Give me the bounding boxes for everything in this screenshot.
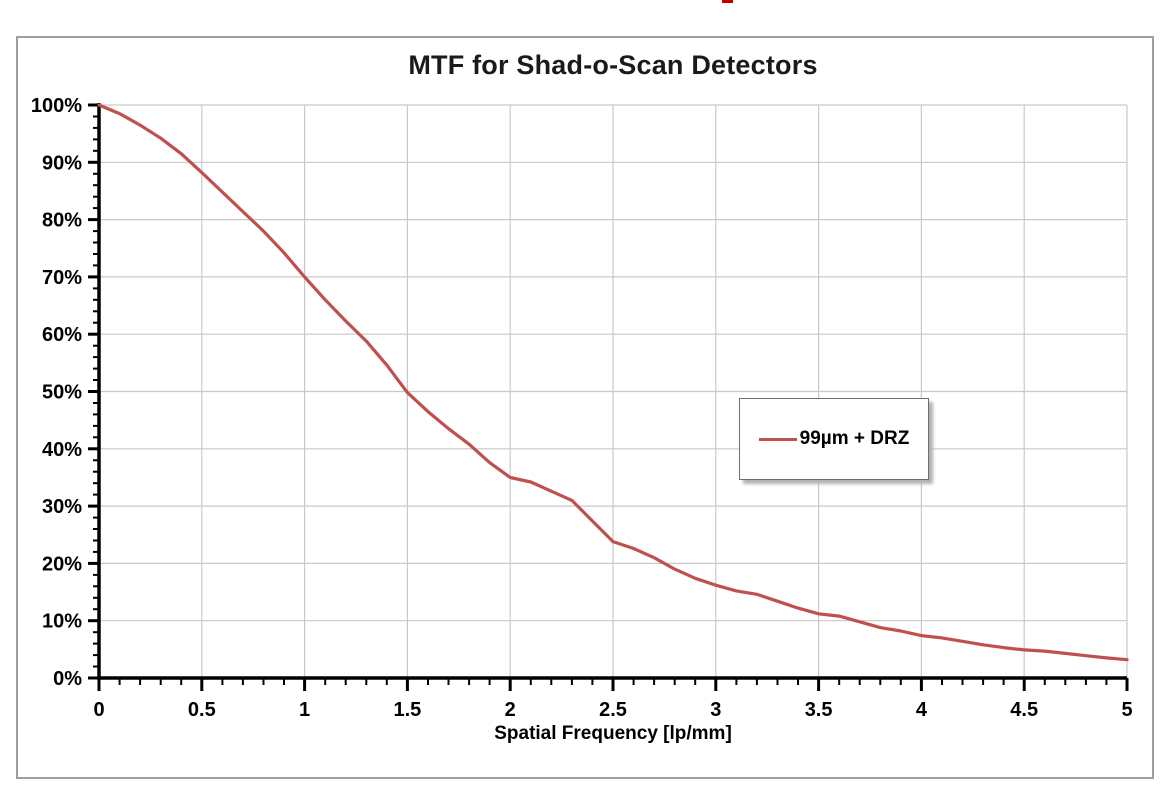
legend-label: 99µm + DRZ xyxy=(799,428,910,449)
svg-text:4.5: 4.5 xyxy=(1010,699,1038,721)
gridlines xyxy=(99,104,1128,678)
svg-text:80%: 80% xyxy=(42,210,82,232)
svg-text:50%: 50% xyxy=(42,382,82,404)
legend-line-swatch xyxy=(758,437,797,441)
svg-text:0.5: 0.5 xyxy=(188,699,216,721)
tick-labels: 0 0.5 1 1.5 2 2.5 3 3.5 4 4.5 50%10%20%30%40%50%60… xyxy=(31,95,1133,721)
mtf-line-chart-plot: 0 0.5 1 1.5 2 2.5 3 3.5 4 4.5 50%10%20%30%40%50%60… xyxy=(31,95,1133,721)
svg-text:60%: 60% xyxy=(42,324,82,346)
svg-text:70%: 70% xyxy=(42,267,82,289)
svg-text:0%: 0% xyxy=(53,668,82,690)
svg-text:4: 4 xyxy=(916,699,928,721)
axis-ticks xyxy=(88,103,1129,691)
svg-text:3: 3 xyxy=(710,699,721,721)
svg-text:10%: 10% xyxy=(42,611,82,633)
svg-text:5: 5 xyxy=(1121,699,1132,721)
svg-text:3.5: 3.5 xyxy=(805,699,833,721)
svg-text:20%: 20% xyxy=(42,553,82,575)
svg-text:30%: 30% xyxy=(42,496,82,518)
chart-frame: MTF for Shad-o-Scan Detectors 0 0.5 1 1.5 2 2… xyxy=(16,36,1154,779)
svg-text:2: 2 xyxy=(505,699,516,721)
svg-text:0: 0 xyxy=(93,699,104,721)
axes xyxy=(97,103,1127,680)
series-line-99um-drz xyxy=(97,103,1129,662)
svg-text:1.5: 1.5 xyxy=(393,699,421,721)
svg-text:90%: 90% xyxy=(42,152,82,174)
svg-text:100%: 100% xyxy=(31,95,82,117)
svg-text:2.5: 2.5 xyxy=(599,699,627,721)
stray-red-mark xyxy=(722,0,733,3)
svg-text:40%: 40% xyxy=(42,439,82,461)
x-axis-title: Spatial Frequency [lp/mm] xyxy=(494,723,732,744)
svg-text:1: 1 xyxy=(299,699,310,721)
legend: 99µm + DRZ xyxy=(739,398,929,480)
chart-title: MTF for Shad-o-Scan Detectors xyxy=(408,50,818,80)
